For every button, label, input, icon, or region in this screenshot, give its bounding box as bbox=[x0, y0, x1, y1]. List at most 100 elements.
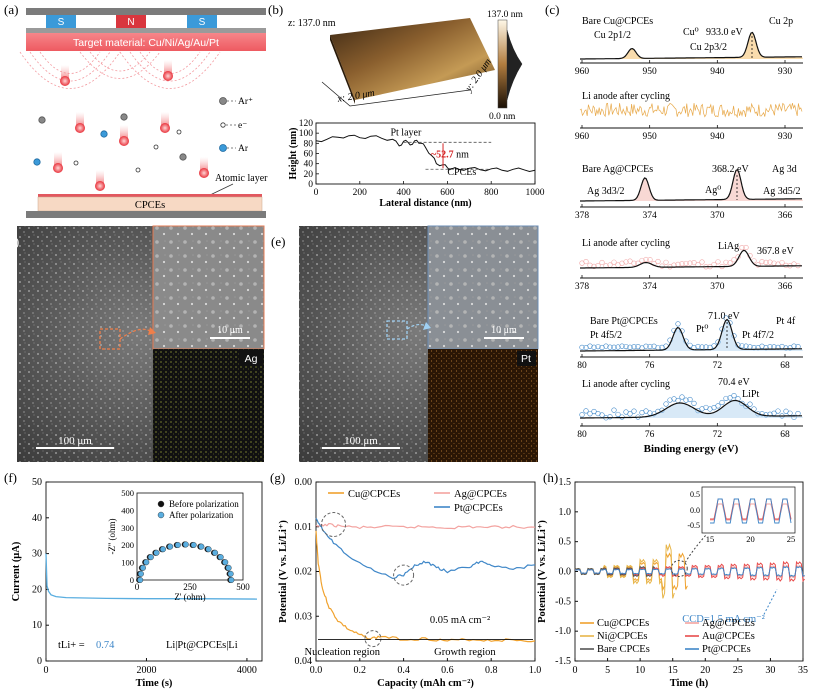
xps-pt-after-point bbox=[607, 414, 613, 420]
g-highlight-circle bbox=[364, 630, 382, 648]
xps-pt-bare-point bbox=[687, 342, 693, 348]
f-inset-legend-label: After polarization bbox=[169, 510, 234, 520]
profile-ytick-label: 80 bbox=[304, 139, 314, 149]
f-inset-ytick-label: 400 bbox=[121, 505, 134, 515]
xps-pt-after-point bbox=[775, 408, 781, 414]
g-xtick-label: 0.2 bbox=[354, 665, 367, 676]
scale-text-main-ag: 100 μm bbox=[58, 435, 92, 447]
xps-pt-element: Pt 4f bbox=[776, 316, 796, 327]
xps-pt-bare-point bbox=[619, 343, 625, 349]
xps-cu-after: Li anode after cycling bbox=[582, 91, 670, 102]
xps-ag-top-tick-label: 370 bbox=[710, 211, 725, 221]
xps-ag-after-point bbox=[639, 257, 645, 264]
profile-ytick-label: 20 bbox=[304, 170, 314, 180]
xps-cu-bare bbox=[580, 31, 802, 60]
xps-ag-after-point bbox=[599, 259, 605, 266]
g-series-Ag@CPCEs bbox=[315, 522, 536, 530]
xps-spectra: Bare Cu@CPCEs Cu 2p1/2 Cu⁰ 933.0 eV Cu 2p Cu … bbox=[575, 16, 803, 455]
f-inset-ytick-label: 500 bbox=[121, 488, 134, 498]
magnet-n-label: N bbox=[127, 17, 134, 28]
xps-pt-after-point bbox=[759, 411, 765, 417]
substrate-label: CPCEs bbox=[135, 200, 165, 211]
xps-pt-after-point bbox=[643, 408, 649, 414]
xps-pt-after-point bbox=[683, 397, 689, 403]
xps-ag-top-tick-label: 374 bbox=[643, 211, 658, 221]
xps-pt-after: Li anode after cycling bbox=[582, 379, 670, 390]
panel-e: (e) 100 μm 10 μm Pt bbox=[271, 225, 539, 462]
afm-3d-surface bbox=[330, 18, 495, 100]
h-legend-label: Cu@CPCEs bbox=[597, 618, 649, 629]
scale-bar-inset-ag bbox=[210, 337, 250, 339]
xps-pt-after-point bbox=[675, 397, 681, 404]
xps-pt-after-point bbox=[663, 401, 669, 407]
h-ylabel: Potential (V vs. Li/Li⁺) bbox=[537, 520, 548, 623]
scale-text-main-pt: 100 μm bbox=[344, 435, 378, 447]
xps-pt-after-fit bbox=[580, 399, 802, 419]
panel-label-e: (e) bbox=[271, 234, 285, 249]
g-xtick-label: 0.8 bbox=[485, 665, 498, 676]
g-ytick-label: 0.04 bbox=[295, 656, 313, 667]
profile-ytick-label: 0 bbox=[308, 180, 313, 190]
xps-pt-peak-label: Pt⁰ bbox=[696, 324, 708, 335]
xps-pt-bare-point bbox=[643, 343, 649, 349]
g-ytick-label: 0.03 bbox=[295, 611, 313, 622]
panel-label-a: (a) bbox=[4, 2, 18, 17]
xps-pt-after-point bbox=[615, 411, 621, 418]
xps-cu-bottom-tick-label: 960 bbox=[575, 132, 590, 142]
f-inset-point bbox=[217, 554, 224, 561]
f-inset-point bbox=[212, 549, 219, 556]
xps-pt-bare-point bbox=[783, 345, 789, 351]
xps-pt-bare-point bbox=[607, 344, 613, 350]
xps-pt-bare-point bbox=[647, 343, 653, 350]
gas-particles bbox=[33, 113, 187, 173]
xps-pt-after-point bbox=[743, 403, 749, 410]
h-ytick-label: 1.5 bbox=[559, 477, 572, 488]
xps-pt-after-point bbox=[739, 400, 745, 406]
f-inset-point bbox=[139, 564, 146, 571]
f-inset-xlabel: Z' (ohm) bbox=[174, 592, 205, 602]
xps-ag-bottom-tick-label: 374 bbox=[643, 282, 658, 292]
target-label: Target material: Cu/Ni/Ag/Au/Pt bbox=[73, 37, 219, 49]
profile-xtick-label: 200 bbox=[353, 188, 368, 198]
zoom-box-pt bbox=[386, 320, 408, 340]
xps-pt-peak1: Pt 4f5/2 bbox=[590, 330, 622, 341]
xps-pt-bare-point bbox=[739, 343, 745, 349]
h-inset-ytick-label: 0.5 bbox=[690, 490, 700, 499]
h-legend-label: Pt@CPCEs bbox=[702, 644, 751, 655]
zoom-arrow-pt bbox=[406, 323, 427, 330]
h-series-Cu@CPCEs bbox=[574, 552, 688, 592]
xps-cu-bottom-tick-label: 950 bbox=[643, 132, 658, 142]
profile-annotation-substrate: CPCEs bbox=[447, 167, 476, 178]
xps-cu-peak1: Cu 2p1/2 bbox=[594, 30, 631, 41]
xps-cu-title: Bare Cu@CPCEs bbox=[582, 16, 653, 27]
xps-pt-bottom-tick-label: 72 bbox=[713, 430, 723, 440]
xps-pt-bare-point bbox=[775, 344, 781, 350]
target-material bbox=[26, 33, 266, 51]
xps-ag-top-tick-label: 378 bbox=[575, 211, 590, 221]
panel-label-g: (g) bbox=[270, 470, 285, 485]
xps-pt-after-point bbox=[715, 403, 721, 409]
xps-ag-peak-label: Ag⁰ bbox=[705, 185, 721, 196]
g-xtick-label: 0.6 bbox=[441, 665, 454, 676]
f-xlabel: Time (s) bbox=[136, 678, 173, 689]
f-cell-label: Li|Pt@CPCEs|Li bbox=[166, 640, 238, 651]
h-ccd-arrow bbox=[763, 589, 778, 615]
xps-ag-after-point bbox=[715, 259, 721, 265]
f-inset-xtick-label: 250 bbox=[183, 582, 197, 592]
magnet-s-right-label: S bbox=[199, 17, 206, 28]
xps-pt-after-point bbox=[755, 411, 761, 417]
f-inset-point bbox=[190, 542, 197, 549]
xps-pt-top-tick-label: 76 bbox=[645, 361, 655, 371]
xps-pt-bare-point bbox=[587, 343, 593, 349]
panel-label-d: (d) bbox=[4, 234, 19, 249]
xps-cu-element: Cu 2p bbox=[769, 16, 793, 27]
xps-pt-bare-point bbox=[763, 345, 769, 351]
xps-pt-after-point bbox=[767, 411, 773, 417]
g-annotation-rate: 0.05 mA cm⁻² bbox=[430, 615, 490, 626]
f-ytick-label: 50 bbox=[32, 477, 42, 488]
f-inset-point bbox=[222, 559, 229, 566]
profile-frame bbox=[315, 122, 536, 185]
xps-pt-after-point bbox=[691, 400, 697, 406]
